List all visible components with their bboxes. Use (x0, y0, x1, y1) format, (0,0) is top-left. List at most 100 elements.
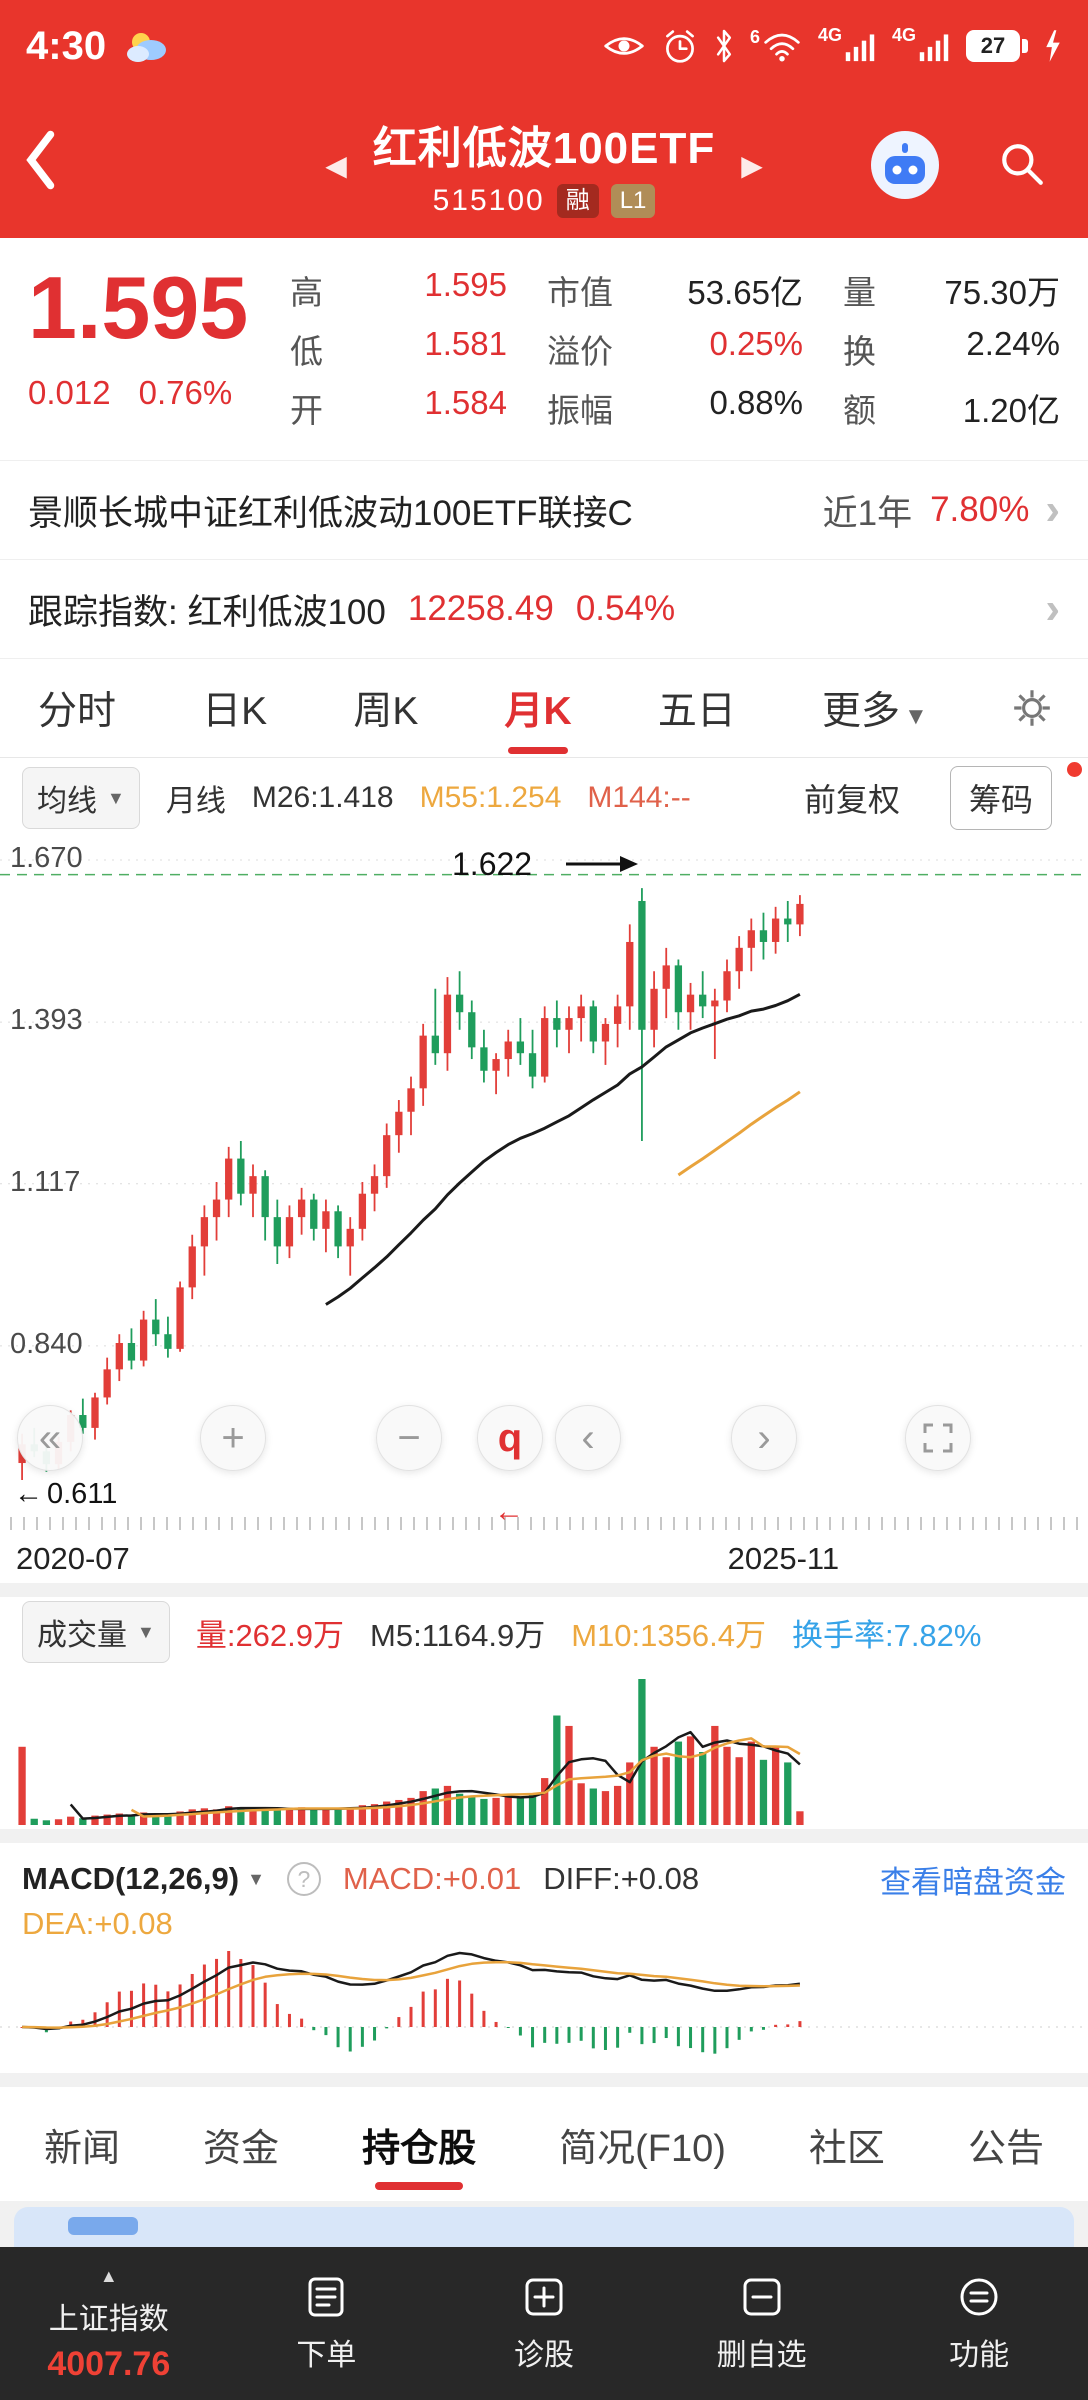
y-axis-label: 0.840 (10, 1327, 83, 1360)
pan-left-button[interactable]: ‹ (555, 1405, 621, 1471)
chevron-right-icon: › (1045, 584, 1060, 633)
assistant-robot-icon[interactable] (868, 128, 942, 207)
chart-controls: 均线 ▼ 月线 M26:1.418 M55:1.254 M144:-- 前复权 … (0, 758, 1088, 838)
shanghai-index-button[interactable]: ▲ 上证指数 4007.76 (0, 2247, 218, 2400)
alarm-icon (666, 30, 694, 63)
ma144-value: M144:-- (587, 781, 691, 814)
page-title: 红利低波100ETF (372, 124, 716, 173)
cellular-signal-1-icon: 4G (818, 25, 876, 65)
back-button[interactable] (22, 128, 58, 197)
tracking-index-row[interactable]: 跟踪指数: 红利低波100 12258.49 0.54% › (0, 559, 1088, 658)
stat-value: 53.65亿 (687, 274, 804, 311)
tab-fenshi[interactable]: 分时 (38, 690, 117, 733)
volume-indicator-selector[interactable]: 成交量 ▼ (22, 1601, 170, 1663)
dea-value: DEA:+0.08 (22, 1906, 173, 1941)
timeline-scrubber[interactable]: ← (0, 1495, 1088, 1537)
functions-button[interactable]: 功能 (870, 2247, 1088, 2400)
stat-label: 换 (843, 333, 877, 370)
adjust-mode-button[interactable]: 前复权 (803, 782, 900, 818)
stat-value: 1.581 (424, 325, 507, 362)
stat-value: 1.584 (424, 384, 507, 421)
caret-down-icon: ▼ (137, 1621, 155, 1642)
cellular-signal-2-icon: 4G (892, 25, 950, 65)
last-price: 1.595 (28, 258, 249, 357)
charging-bolt-icon (1046, 30, 1060, 62)
volume-current: 量:262.9万 (195, 1617, 345, 1653)
level-badge: L1 (610, 184, 656, 218)
prev-stock-icon[interactable]: ◀ (325, 149, 347, 181)
macd-chart[interactable] (0, 1943, 1088, 2073)
weather-icon (124, 28, 170, 64)
fullscreen-button[interactable] (905, 1405, 971, 1471)
tab-weekly[interactable]: 周K (353, 690, 419, 733)
diagnose-icon (525, 2278, 563, 2316)
tab-monthly[interactable]: 月K (501, 658, 576, 758)
menu-circle-icon (960, 2278, 998, 2316)
tab-funds[interactable]: 资金 (203, 2127, 280, 2170)
y-axis-label: 1.393 (10, 1003, 83, 1036)
index-value: 12258.49 (407, 589, 554, 628)
kline-plot[interactable]: 1.670 1.393 1.117 0.840 1.622 ← 0.611 « … (0, 838, 1088, 1511)
ma55-value: M55:1.254 (419, 781, 562, 814)
tab-more[interactable]: 更多 ▼ (822, 690, 928, 733)
tick-marks (10, 1517, 1078, 1530)
diagnose-stock-button[interactable]: 诊股 (435, 2247, 653, 2400)
tab-holdings[interactable]: 持仓股 (360, 2093, 478, 2196)
caret-down-icon: ▼ (107, 787, 125, 808)
pan-right-button[interactable]: › (731, 1405, 797, 1471)
kline-chart-card: 均线 ▼ 月线 M26:1.418 M55:1.254 M144:-- 前复权 … (0, 758, 1088, 1583)
battery-icon: 27 (966, 30, 1028, 62)
period-label: 月线 (165, 785, 226, 818)
tab-announcements[interactable]: 公告 (967, 2127, 1044, 2170)
place-order-button[interactable]: 下单 (218, 2247, 436, 2400)
stat-value: 0.88% (709, 384, 804, 421)
tab-fiveday[interactable]: 五日 (657, 690, 736, 733)
margin-badge: 融 (556, 184, 599, 218)
remove-watchlist-button[interactable]: 删自选 (653, 2247, 871, 2400)
volume-m10: M10:1356.4万 (571, 1617, 766, 1653)
caret-down-icon: ▼ (904, 703, 928, 730)
x-axis-end: 2025-11 (727, 1541, 840, 1576)
app-header: ◀ 红利低波100ETF 515100 融 L1 ▶ (0, 92, 1088, 238)
bottom-action-bar: ▲ 上证指数 4007.76 下单 诊股 删自选 功能 (0, 2247, 1088, 2400)
search-icon[interactable] (998, 140, 1046, 193)
stat-label: 开 (290, 392, 323, 429)
next-stock-icon[interactable]: ▶ (741, 149, 763, 181)
dark-pool-link[interactable]: 查看暗盘资金 (880, 1864, 1066, 1900)
stat-label: 振幅 (546, 392, 613, 429)
magnifier-button[interactable]: q (477, 1405, 543, 1471)
tab-news[interactable]: 新闻 (44, 2127, 121, 2170)
clock: 4:30 (26, 23, 107, 68)
volume-m5: M5:1164.9万 (370, 1617, 546, 1653)
fund-period: 近1年 (822, 493, 913, 533)
settings-icon[interactable] (1010, 686, 1054, 730)
help-icon[interactable]: ? (286, 1862, 321, 1896)
y-axis-label: 1.117 (10, 1165, 81, 1198)
diff-value: DIFF:+0.08 (543, 1861, 700, 1896)
stat-label: 高 (290, 274, 323, 311)
panel-handle (68, 2217, 138, 2235)
index-pct: 0.54% (575, 589, 676, 628)
chevron-right-icon: › (1045, 485, 1060, 534)
order-icon (308, 2277, 344, 2317)
minus-square-icon (743, 2278, 781, 2316)
chips-button[interactable]: 筹码 (949, 766, 1052, 830)
volume-chart[interactable] (0, 1667, 1088, 1829)
tab-f10[interactable]: 简况(F10) (559, 2127, 726, 2170)
zoom-out-button[interactable]: − (376, 1405, 442, 1471)
ma-selector[interactable]: 均线 ▼ (22, 767, 140, 829)
price-change-pct: 0.76% (138, 373, 233, 411)
tab-community[interactable]: 社区 (808, 2127, 885, 2170)
zoom-in-button[interactable]: + (200, 1405, 266, 1471)
stat-label: 低 (290, 333, 323, 370)
stock-code: 515100 (432, 184, 545, 217)
linked-fund-row[interactable]: 景顺长城中证红利低波动100ETF联接C 近1年 7.80% › (0, 460, 1088, 559)
collapsed-panel[interactable] (14, 2207, 1074, 2247)
expand-up-icon: ▲ (99, 2265, 118, 2286)
quote-panel: 1.595 0.012 0.76% 高 1.595 市值 53.65亿 量 75.30… (0, 238, 1088, 460)
tab-daily[interactable]: 日K (202, 690, 268, 733)
jump-start-button[interactable]: « (17, 1405, 83, 1471)
macd-indicator-selector[interactable]: MACD(12,26,9) ▼ (22, 1861, 265, 1896)
index-name: 上证指数 (48, 2302, 169, 2336)
index-quote: 4007.76 (47, 2344, 171, 2383)
